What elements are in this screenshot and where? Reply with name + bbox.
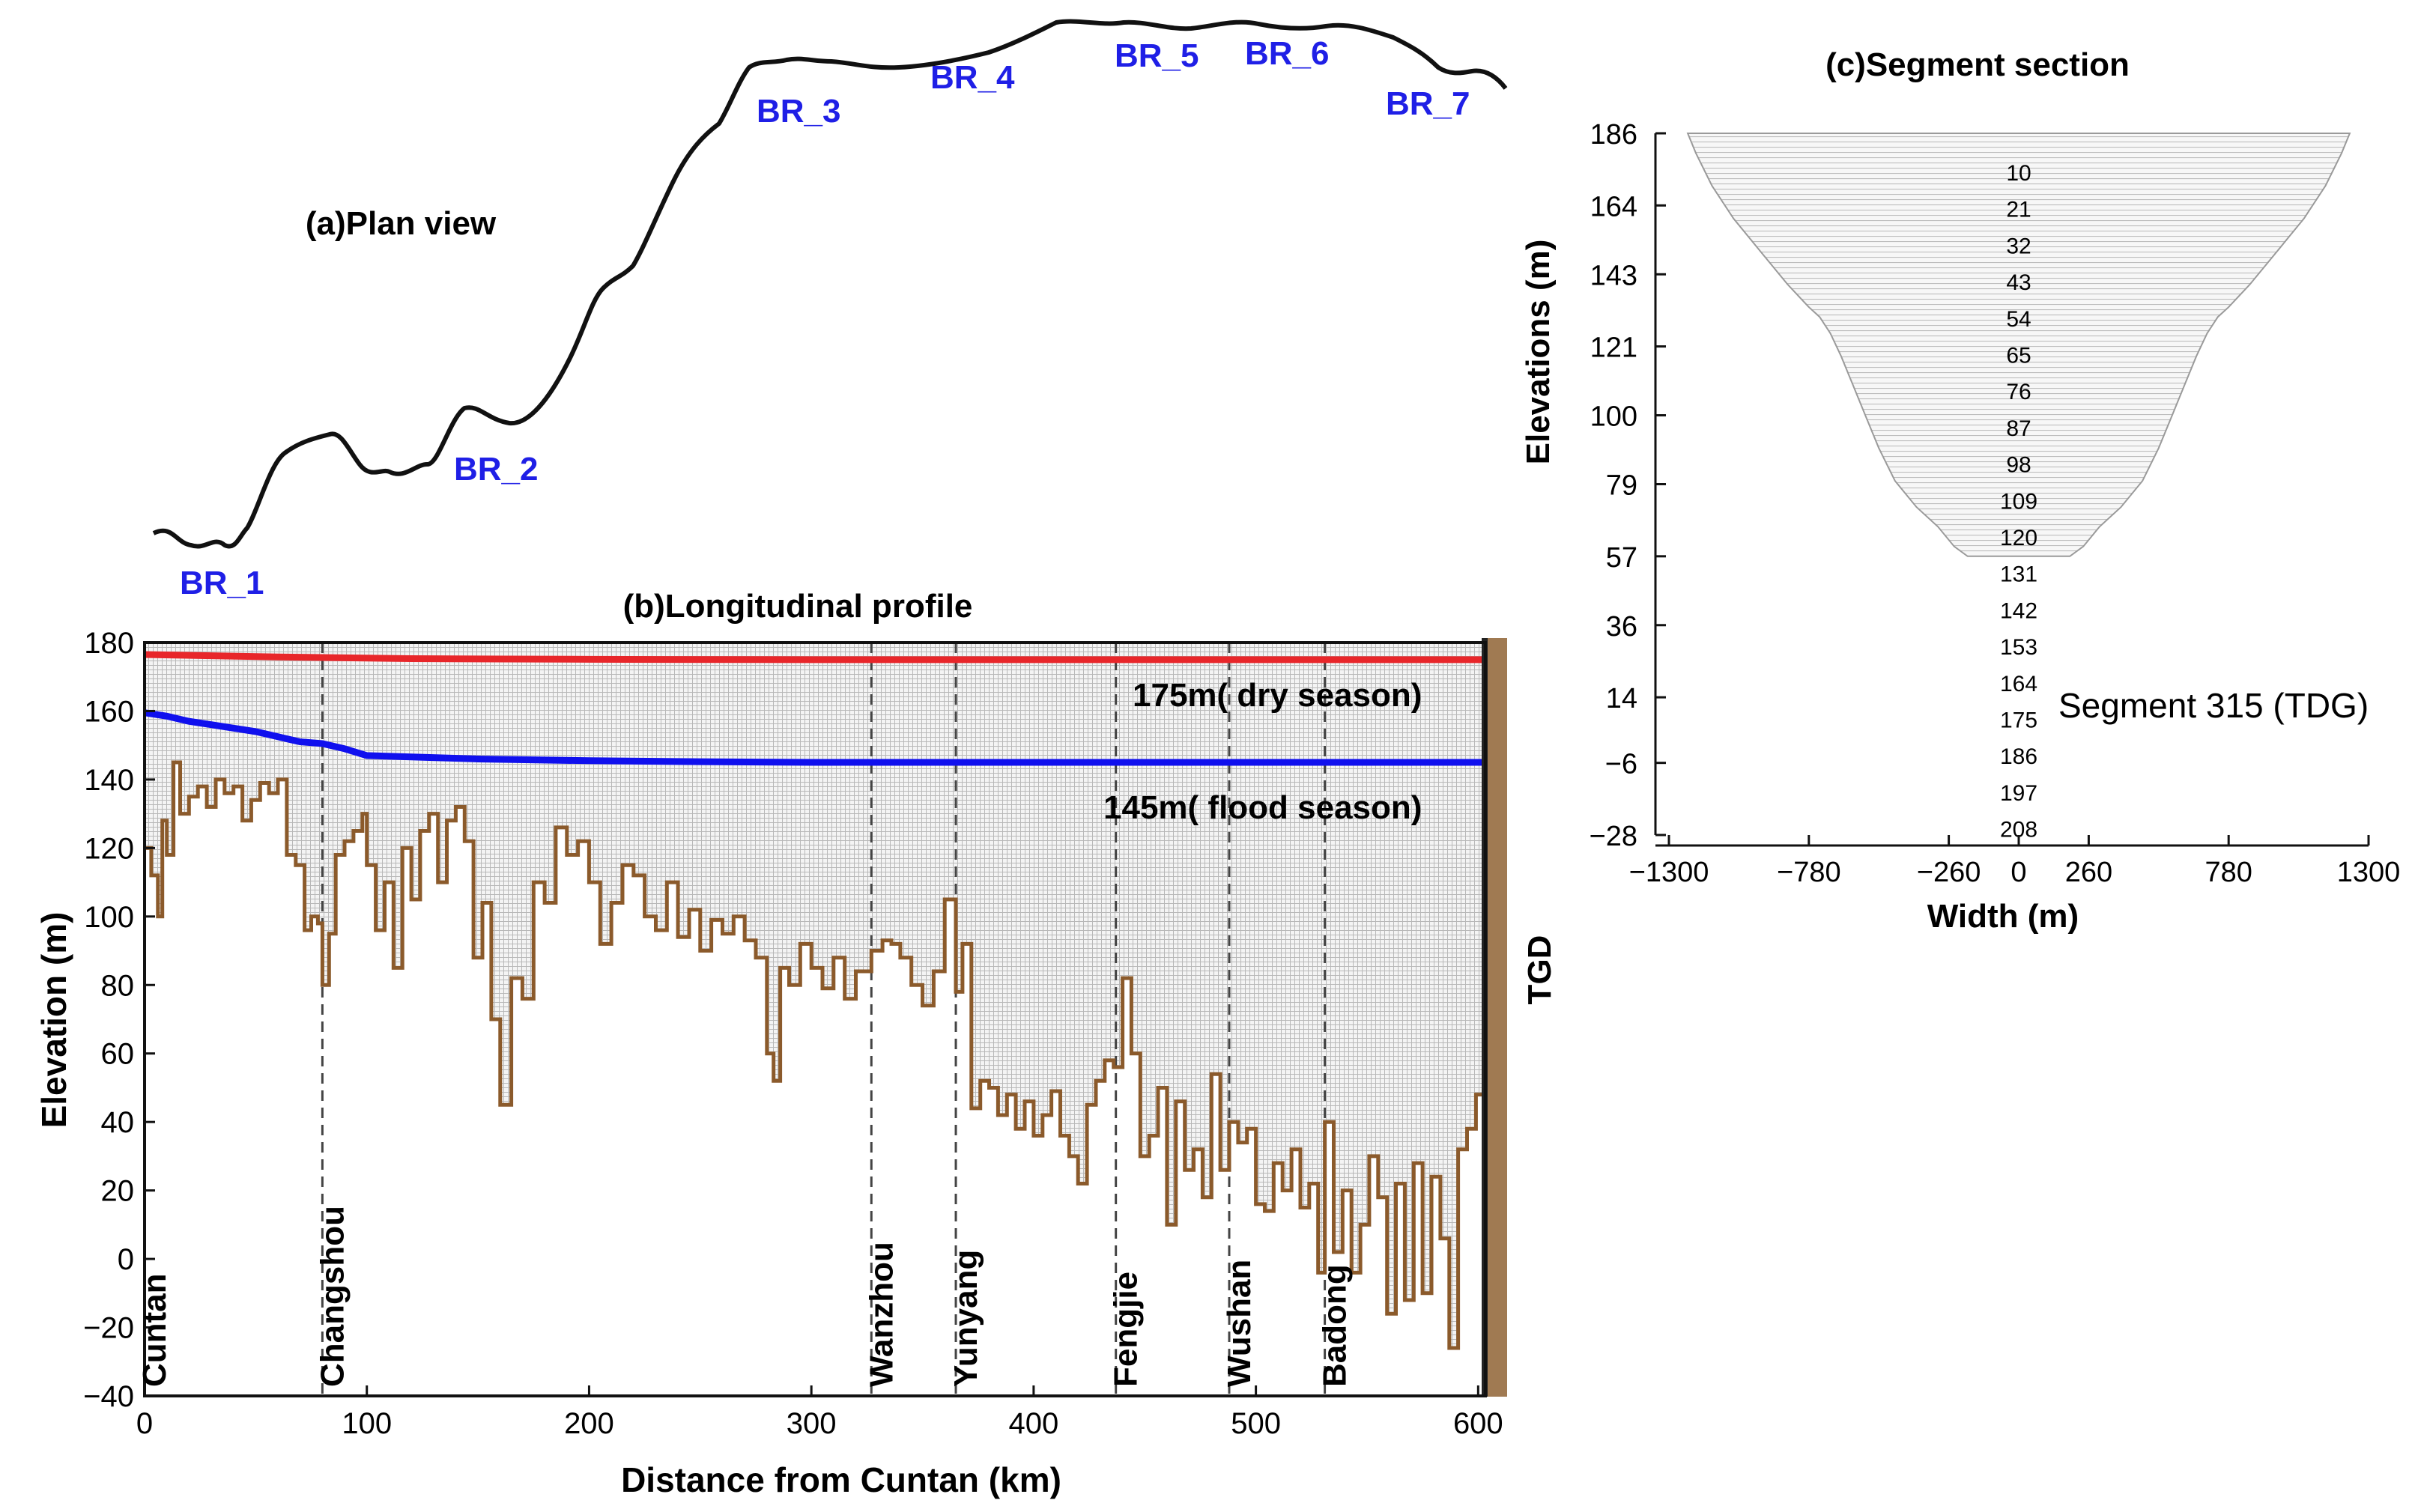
- section-ytick-label: 121: [1590, 333, 1637, 364]
- station-label-yunyang: Yunyang: [948, 1250, 984, 1387]
- section-layer-label: 98: [2006, 453, 2031, 478]
- xtick-label: 600: [1453, 1407, 1503, 1440]
- riverbed-fill: [145, 762, 1492, 1396]
- section-title: (c)Segment section: [1825, 46, 2130, 83]
- xtick-label: 100: [342, 1407, 392, 1440]
- station-label-badong: Badong: [1317, 1264, 1354, 1387]
- section-xtick-label: 0: [2011, 857, 2026, 888]
- section-xtick-label: 260: [2065, 857, 2112, 888]
- section-xtick-label: −1300: [1629, 857, 1709, 888]
- plan-view-labels: BR_1 BR_2 BR_3 BR_4 BR_5 BR_6 BR_7: [180, 35, 1470, 601]
- section-ytick-label: −28: [1590, 821, 1637, 852]
- section-layer-label: 54: [2006, 307, 2031, 332]
- station-labels: Cuntan Changshou Wanzhou Yunyang Fengjie Wush…: [136, 1206, 1354, 1387]
- plan-view-panel: (a)Plan view BR_1 BR_2 BR_3 BR_4 BR_5 BR…: [152, 19, 1508, 601]
- section-layer-label: 65: [2006, 344, 2031, 368]
- section-layer-label: 109: [2000, 489, 2037, 514]
- dam-label: TGD: [1521, 935, 1558, 1005]
- section-layer-label: 76: [2006, 380, 2031, 404]
- ytick-label: 160: [84, 695, 134, 728]
- section-layer-label: 142: [2000, 598, 2037, 623]
- section-shape: [1686, 133, 2351, 557]
- section-ytick-label: 79: [1606, 470, 1637, 502]
- section-xlabel: Width (m): [1927, 898, 2079, 935]
- section-layer-labels: 10 21 32 43 54 65 76 87 98 109 120 131 142 153 164 175 1…: [2000, 161, 2037, 842]
- xtick-label: 200: [564, 1407, 614, 1440]
- plan-view-title: (a)Plan view: [306, 205, 497, 242]
- section-layer-label: 43: [2006, 270, 2031, 295]
- profile-frame: [143, 641, 1487, 1397]
- label-br2: BR_2: [454, 451, 539, 488]
- xtick-label: 300: [787, 1407, 837, 1440]
- river-plan-line: [152, 19, 1508, 549]
- section-ytick-label: 164: [1590, 191, 1637, 222]
- label-br1: BR_1: [180, 565, 264, 601]
- section-layer-label: 153: [2000, 635, 2037, 660]
- ytick-label: 20: [101, 1175, 135, 1208]
- section-ylabel: Elevations (m): [1520, 240, 1557, 465]
- series-riverbed-line: [145, 760, 1494, 1350]
- ytick-label: 120: [84, 832, 134, 865]
- section-ytick-label: 143: [1590, 260, 1637, 291]
- ytick-label: −20: [83, 1312, 134, 1345]
- station-label-fengjie: Fengjie: [1108, 1272, 1145, 1387]
- section-layer-label: 120: [2000, 526, 2037, 550]
- xtick-label: 0: [136, 1407, 153, 1440]
- section-ytick-label: −6: [1605, 749, 1637, 780]
- section-layer-label: 21: [2006, 198, 2031, 222]
- section-ytick-label: 36: [1606, 611, 1637, 643]
- section-layer-label: 10: [2006, 161, 2031, 186]
- series-label-dry-season: 175m( dry season): [1133, 677, 1422, 714]
- label-br4: BR_4: [930, 59, 1015, 96]
- label-br7: BR_7: [1386, 85, 1470, 122]
- section-xtick-label: 1300: [2337, 857, 2401, 888]
- section-layer-label: 164: [2000, 672, 2037, 696]
- label-br5: BR_5: [1115, 37, 1199, 74]
- label-br6: BR_6: [1245, 35, 1330, 72]
- section-layer-label: 32: [2006, 234, 2031, 258]
- segment-section-panel: (c)Segment section 10 21 32 43 54 65 76 87 98 109…: [1520, 46, 2400, 935]
- ytick-label: 60: [101, 1038, 135, 1071]
- profile-xlabel: Distance from Cuntan (km): [621, 1460, 1061, 1499]
- section-layer-label: 87: [2006, 416, 2031, 441]
- station-label-wushan: Wushan: [1221, 1260, 1258, 1387]
- ytick-label: 0: [118, 1243, 134, 1276]
- section-xtick-label: −780: [1777, 857, 1841, 888]
- ytick-label: 80: [101, 969, 135, 1002]
- label-br3: BR_3: [757, 93, 841, 130]
- profile-ylabel: Elevation (m): [34, 912, 73, 1129]
- series-label-flood-season: 145m( flood season): [1103, 789, 1422, 826]
- ytick-label: 140: [84, 764, 134, 797]
- series-dry-season-line: [145, 651, 1490, 664]
- series-flood-season-line: [145, 709, 1490, 766]
- section-ytick-label: 100: [1590, 401, 1637, 433]
- ytick-label: 40: [101, 1106, 135, 1139]
- xtick-label: 400: [1009, 1407, 1059, 1440]
- station-label-cuntan: Cuntan: [136, 1273, 173, 1387]
- section-ytick-label: 14: [1606, 683, 1637, 714]
- section-annotation: Segment 315 (TDG): [2058, 686, 2369, 725]
- section-ytick-label: 57: [1606, 542, 1637, 574]
- ytick-label: 180: [84, 627, 134, 660]
- longitudinal-profile-panel: (b)Longitudinal profile TGD −40 −20 0 20 40 6…: [34, 588, 1558, 1499]
- station-label-wanzhou: Wanzhou: [863, 1242, 900, 1387]
- section-layer-label: 175: [2000, 708, 2037, 733]
- section-layer-label: 197: [2000, 781, 2037, 806]
- profile-title: (b)Longitudinal profile: [623, 588, 973, 625]
- section-layer-label: 186: [2000, 744, 2037, 769]
- ytick-label: 100: [84, 901, 134, 934]
- section-xtick-label: −260: [1917, 857, 1981, 888]
- section-layer-label: 131: [2000, 562, 2037, 587]
- station-label-changshou: Changshou: [314, 1206, 351, 1387]
- profile-axes: −40 −20 0 20 40 60 80 100 120 140 160 180 0 100 200 300…: [83, 627, 1503, 1440]
- section-ytick-label: 186: [1590, 119, 1637, 151]
- ytick-label: −40: [83, 1380, 134, 1413]
- xtick-label: 500: [1231, 1407, 1281, 1440]
- section-xtick-label: 780: [2205, 857, 2252, 888]
